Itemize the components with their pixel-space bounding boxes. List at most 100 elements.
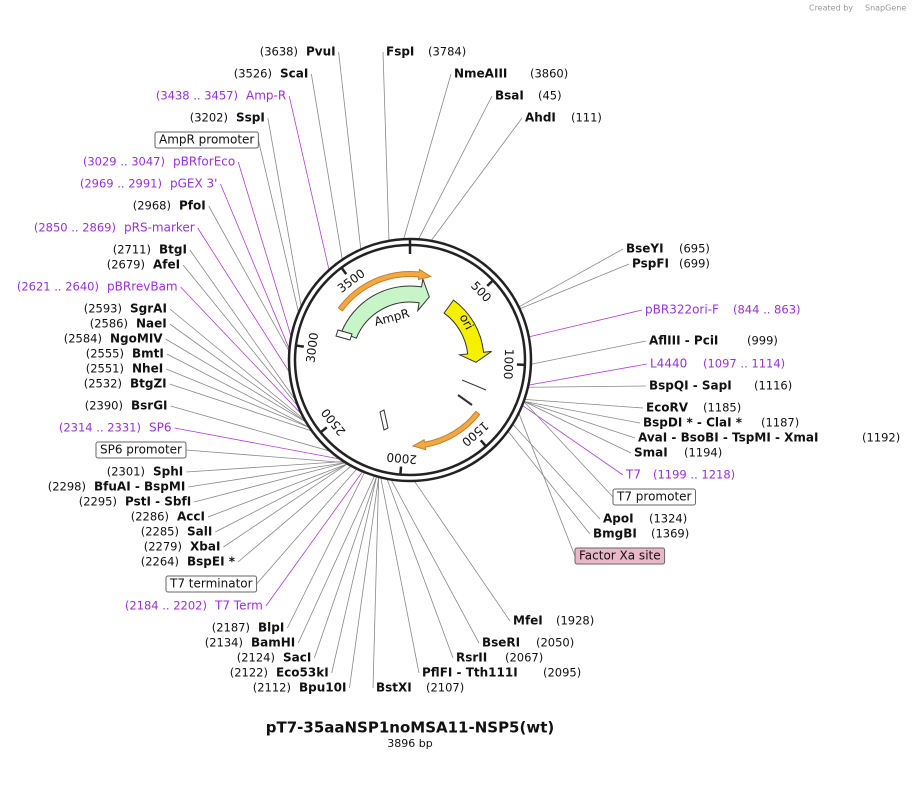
feature-box-label: Factor Xa site — [579, 549, 661, 563]
promoter-arrow — [379, 409, 389, 431]
leader-line — [286, 472, 366, 629]
promoter-arrow — [335, 329, 353, 341]
site-position: (3029 .. 3047) — [83, 155, 165, 169]
leader-line — [215, 463, 348, 533]
site-name: BlpI — [258, 621, 284, 635]
site-position: (3202) — [190, 111, 228, 125]
feature-box-label: SP6 promoter — [100, 443, 182, 457]
site-name: BtgI — [159, 243, 187, 257]
site-position: (1369) — [651, 527, 689, 541]
site-position: (2621 .. 2640) — [17, 280, 99, 294]
leader-line — [403, 73, 452, 240]
leader-line — [386, 478, 454, 659]
site-name: BsrGI — [131, 399, 168, 413]
site-name: AhdI — [525, 111, 556, 125]
site-name: pRS-marker — [124, 221, 195, 235]
site-name: AccI — [177, 510, 205, 524]
site-name: NaeI — [136, 317, 167, 331]
site-position: (2390) — [85, 399, 123, 413]
site-name: BfuAI - BspMI — [94, 480, 185, 494]
misc-feature — [457, 394, 473, 406]
leader-lines — [165, 51, 648, 689]
site-position: (2122) — [230, 666, 268, 680]
site-position: (2584) — [64, 332, 102, 346]
site-name: PstI - SbfI — [125, 495, 191, 509]
site-position: (2187) — [212, 621, 250, 635]
leader-line — [523, 400, 641, 424]
ruler-tick — [340, 266, 348, 275]
site-position: (2295) — [79, 495, 117, 509]
feature-arrow — [411, 410, 481, 451]
site-name: PfoI — [179, 199, 206, 213]
site-position: (2112) — [253, 681, 291, 695]
site-name: pGEX 3' — [170, 177, 217, 191]
leader-line — [223, 463, 348, 548]
site-name: BtgZI — [130, 377, 167, 391]
feature-box-label: T7 terminator — [169, 577, 253, 591]
site-position: (1116) — [754, 379, 792, 393]
leader-line — [265, 471, 364, 607]
site-name: AflIII - PciI — [649, 334, 718, 348]
site-name: ScaI — [280, 67, 308, 81]
site-name: L4440 — [650, 357, 687, 371]
site-position: (2184 .. 2202) — [125, 599, 207, 613]
leader-line — [256, 468, 358, 585]
leader-line — [523, 401, 632, 454]
leader-line — [380, 477, 420, 674]
site-position: (844 .. 863) — [733, 303, 801, 317]
site-position: (2286) — [131, 510, 169, 524]
site-name: Eco53kI — [276, 666, 329, 680]
leader-line — [174, 427, 341, 460]
feature-arrow — [340, 278, 430, 339]
site-position: (2555) — [86, 347, 124, 361]
site-position: (1199 .. 1218) — [653, 468, 735, 482]
leader-line — [169, 383, 313, 432]
leader-line — [390, 479, 480, 644]
leader-line — [527, 385, 647, 388]
leader-line — [523, 401, 636, 439]
leader-line — [237, 465, 352, 563]
feature-box — [165, 575, 258, 593]
site-position: (1192) — [862, 431, 900, 445]
brand: SnapGene — [865, 4, 906, 13]
leader-line — [528, 309, 643, 338]
site-position: (1185) — [703, 401, 741, 415]
site-name: Amp-R — [246, 89, 286, 103]
site-position: (2107) — [426, 681, 464, 695]
credit: Created by — [809, 4, 853, 13]
leader-line — [297, 475, 375, 644]
site-position: (3860) — [530, 67, 568, 81]
site-name: XbaI — [190, 540, 220, 554]
site-position: (1097 .. 1114) — [703, 357, 785, 371]
site-position: (2586) — [90, 317, 128, 331]
site-name: BstXI — [376, 681, 412, 695]
ruler-tick — [295, 344, 305, 348]
leader-line — [521, 404, 624, 476]
site-position: (1928) — [556, 614, 594, 628]
site-name: SalI — [187, 525, 212, 539]
site-name: FspI — [386, 45, 414, 59]
leader-line — [169, 308, 306, 421]
site-position: (2314 .. 2331) — [59, 421, 141, 435]
site-position: (2532) — [84, 377, 122, 391]
ruler-label: 2000 — [386, 450, 418, 467]
leader-line — [519, 263, 630, 310]
subtitle: 3896 bp — [387, 737, 432, 750]
site-position: (2095) — [543, 666, 581, 680]
site-position: (2301) — [107, 465, 145, 479]
site-position: (1194) — [684, 446, 722, 460]
site-name: BsaI — [495, 89, 524, 103]
leader-line — [165, 338, 307, 423]
site-position: (999) — [747, 334, 778, 348]
site-name: NmeAIII — [454, 67, 507, 81]
site-position: (3638) — [260, 45, 298, 59]
site-position: (2134) — [205, 636, 243, 650]
leader-line — [189, 249, 297, 402]
leader-line — [267, 117, 302, 308]
site-name: NgoMIV — [110, 332, 163, 346]
site-name: BspQI - SapI — [649, 379, 732, 393]
site-name: PvuI — [306, 45, 336, 59]
leader-line — [331, 476, 378, 674]
feature-box — [612, 488, 696, 506]
